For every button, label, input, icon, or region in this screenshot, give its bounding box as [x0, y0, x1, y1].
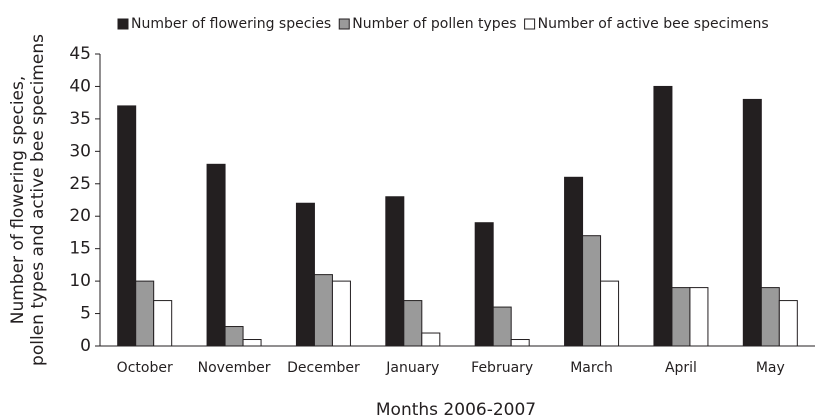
y-tick-label: 15: [69, 239, 91, 259]
bar: [600, 280, 620, 347]
legend-label: Number of active bee specimens: [538, 16, 769, 32]
bar: [778, 300, 798, 347]
y-tick-label: 30: [69, 141, 91, 161]
y-axis-label: Number of flowering species,: [8, 76, 28, 325]
bar: [117, 105, 137, 347]
x-tick-label: October: [117, 360, 173, 376]
legend-swatch: [338, 18, 350, 30]
legend-swatch: [524, 18, 536, 30]
x-axis-label: Months 2006-2007: [376, 400, 536, 420]
bar: [206, 163, 226, 347]
bar: [510, 339, 530, 347]
bar: [295, 202, 315, 347]
bar: [582, 235, 602, 347]
bar: [689, 287, 709, 347]
x-tick-label: November: [198, 360, 271, 376]
bar: [564, 176, 584, 347]
bar: [742, 98, 762, 347]
x-tick-label: April: [665, 360, 697, 376]
x-tick-label: December: [287, 360, 360, 376]
bar: [331, 280, 351, 347]
y-tick-label: 5: [80, 304, 91, 324]
bar: [403, 300, 423, 347]
y-tick-label: 45: [69, 44, 91, 64]
x-tick-label: March: [570, 360, 613, 376]
x-tick-label: January: [385, 360, 439, 376]
y-axis-label: pollen types and active bee specimens: [28, 34, 48, 366]
bar: [492, 306, 512, 347]
legend-swatch: [117, 18, 129, 30]
y-tick-label: 20: [69, 206, 91, 226]
bar: [653, 85, 673, 347]
y-tick-label: 40: [69, 76, 91, 96]
bar: [760, 287, 780, 347]
bar: [385, 196, 405, 347]
y-tick-label: 0: [80, 336, 91, 356]
bar: [135, 280, 155, 347]
y-tick-label: 35: [69, 109, 91, 129]
bar: [313, 274, 333, 347]
y-tick-label: 10: [69, 271, 91, 291]
x-tick-label: February: [471, 360, 533, 376]
legend-label: Number of flowering species: [131, 16, 331, 32]
x-tick-label: May: [756, 360, 785, 376]
bar: [421, 332, 441, 347]
bar: [671, 287, 691, 347]
y-tick-label: 25: [69, 174, 91, 194]
legend-label: Number of pollen types: [352, 16, 516, 32]
bar: [474, 222, 494, 347]
bar: [224, 326, 244, 347]
bar: [153, 300, 173, 347]
bar: [242, 339, 262, 347]
